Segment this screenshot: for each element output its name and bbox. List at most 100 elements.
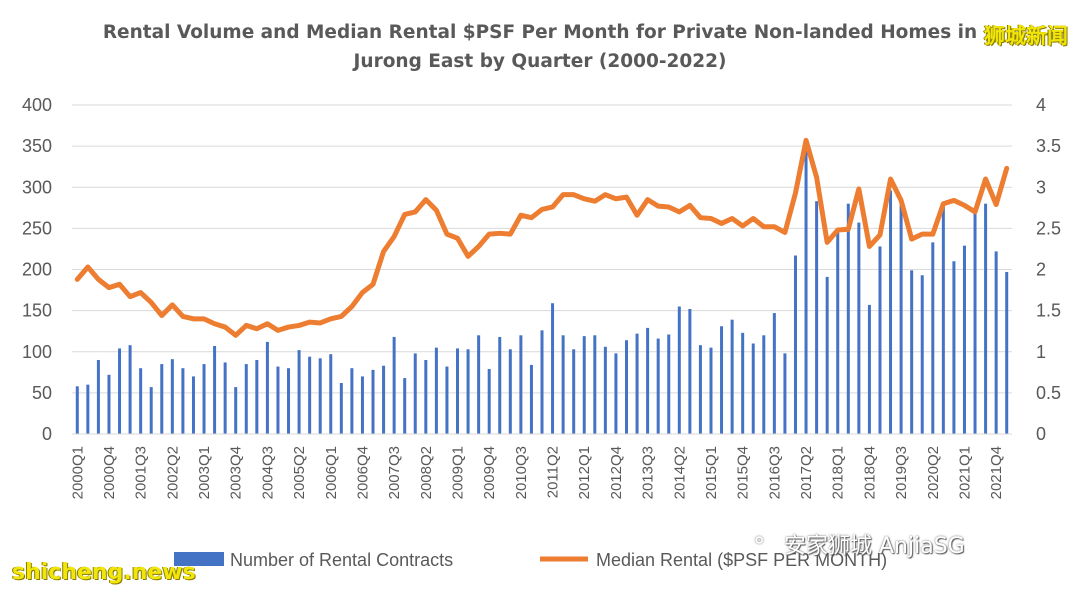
bar xyxy=(698,345,702,434)
x-tick-label: 2001Q3 xyxy=(133,446,150,499)
x-tick-label: 2016Q3 xyxy=(766,446,783,499)
bar xyxy=(635,333,639,434)
chart-title-line-2: Jurong East by Quarter (2000-2022) xyxy=(353,51,727,72)
bar xyxy=(920,275,924,434)
x-tick-label: 2000Q1 xyxy=(69,446,86,499)
x-tick-label: 2010Q3 xyxy=(513,446,530,499)
bar xyxy=(149,387,153,434)
bar xyxy=(667,334,671,434)
bar xyxy=(603,346,607,434)
bar xyxy=(614,353,618,434)
bar xyxy=(973,213,977,434)
bar xyxy=(382,365,386,434)
bar xyxy=(825,276,829,434)
y-right-tick-label: 1.5 xyxy=(1036,301,1061,321)
bar xyxy=(297,350,301,434)
bar xyxy=(941,205,945,434)
gridlines xyxy=(72,104,1012,394)
bar xyxy=(593,335,597,434)
bar xyxy=(181,368,185,434)
bar xyxy=(487,369,491,434)
bar xyxy=(170,359,174,434)
bar xyxy=(329,354,333,434)
bar xyxy=(287,368,291,434)
bar xyxy=(508,349,512,434)
legend-label-bars: Number of Rental Contracts xyxy=(230,550,453,570)
bar xyxy=(360,376,364,434)
bar xyxy=(804,150,808,435)
bar xyxy=(540,330,544,434)
bar xyxy=(339,383,343,434)
bar xyxy=(223,362,227,434)
bar xyxy=(477,335,481,434)
watermark-top-right: 狮城新闻 xyxy=(984,24,1068,48)
x-tick-label: 2018Q4 xyxy=(861,446,878,499)
bar xyxy=(118,348,122,434)
y-axis-right: 0 0.5 1 1.5 2 2.5 3 3.5 4 xyxy=(1036,95,1061,444)
watermark-bottom-left: shicheng.news xyxy=(12,560,196,585)
x-tick-label: 2021Q1 xyxy=(957,446,974,499)
bar xyxy=(445,366,449,434)
y-left-tick-label: 250 xyxy=(22,218,52,238)
x-tick-label: 2020Q2 xyxy=(925,446,942,499)
legend-swatch-bars xyxy=(174,552,224,566)
x-tick-label: 2006Q1 xyxy=(323,446,340,499)
x-tick-label: 2000Q4 xyxy=(101,446,118,499)
bar xyxy=(202,364,206,434)
x-tick-label: 2009Q4 xyxy=(481,446,498,499)
line-series xyxy=(74,137,1010,338)
bar xyxy=(783,353,787,434)
y-right-tick-label: 2 xyxy=(1036,260,1046,280)
bar xyxy=(867,304,871,434)
y-left-tick-label: 300 xyxy=(22,177,52,197)
chart-title-line-1: Rental Volume and Median Rental $PSF Per… xyxy=(102,22,978,43)
bar xyxy=(107,374,111,434)
bar xyxy=(646,327,650,434)
x-tick-label: 2013Q3 xyxy=(640,446,657,499)
bar xyxy=(984,203,988,434)
x-tick-label: 2021Q4 xyxy=(988,446,1005,499)
bar xyxy=(836,231,840,434)
bar xyxy=(741,332,745,434)
bar xyxy=(350,368,354,434)
bar xyxy=(96,359,100,434)
bar xyxy=(160,364,164,434)
x-tick-label: 2012Q1 xyxy=(576,446,593,499)
bar xyxy=(793,255,797,434)
bar xyxy=(75,386,79,434)
y-right-tick-label: 2.5 xyxy=(1036,218,1061,238)
bar xyxy=(551,303,555,434)
bar xyxy=(878,246,882,434)
x-tick-label: 2014Q2 xyxy=(671,446,688,499)
legend-label-line: Median Rental ($PSF PER MONTH) xyxy=(596,550,887,570)
x-tick-label: 2018Q1 xyxy=(830,446,847,499)
bar xyxy=(952,261,956,434)
x-tick-label: 2019Q3 xyxy=(893,446,910,499)
bar xyxy=(709,347,713,434)
bar xyxy=(128,345,132,434)
x-tick-label: 2006Q4 xyxy=(354,446,371,499)
bar xyxy=(434,347,438,434)
bar xyxy=(244,364,248,434)
x-tick-label: 2012Q4 xyxy=(608,446,625,499)
bar xyxy=(889,190,893,434)
y-left-tick-label: 50 xyxy=(32,383,52,403)
y-left-tick-label: 0 xyxy=(42,424,52,444)
y-right-tick-label: 1 xyxy=(1036,342,1046,362)
bar xyxy=(308,356,312,434)
y-left-tick-label: 350 xyxy=(22,136,52,156)
x-tick-label: 2015Q4 xyxy=(735,446,752,499)
bar xyxy=(656,338,660,434)
bar xyxy=(688,308,692,434)
bar xyxy=(582,336,586,434)
chart-title: Rental Volume and Median Rental $PSF Per… xyxy=(100,18,980,76)
bar xyxy=(265,341,269,434)
x-axis-ticks: 2000Q1 2000Q4 2001Q3 2002Q2 2003Q1 2003Q4 2004… xyxy=(69,446,1005,499)
bar xyxy=(815,201,819,434)
x-tick-label: 2017Q2 xyxy=(798,446,815,499)
y-left-tick-label: 200 xyxy=(22,260,52,280)
bar xyxy=(86,384,90,434)
x-tick-label: 2003Q1 xyxy=(196,446,213,499)
bar xyxy=(572,349,576,434)
bar xyxy=(857,222,861,434)
